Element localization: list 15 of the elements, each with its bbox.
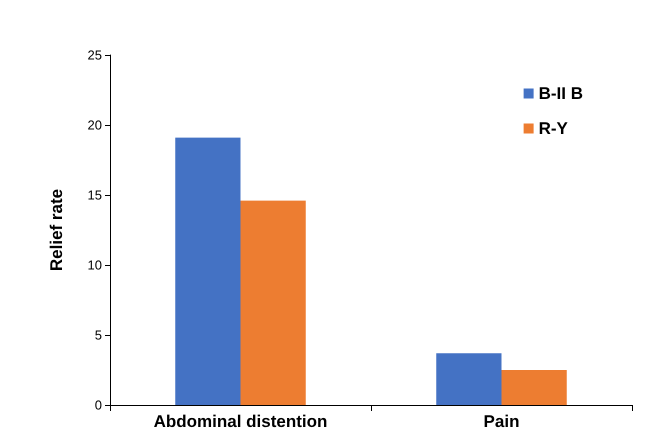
y-tick-label: 25 (88, 48, 102, 62)
x-tick-label: Abdominal distention (154, 412, 328, 431)
y-tick-label: 15 (88, 188, 102, 202)
legend-label: B-II B (538, 84, 584, 103)
y-tick-label: 20 (88, 118, 102, 132)
y-tick-label: 5 (94, 328, 102, 342)
y-tick-label: 10 (88, 258, 102, 272)
y-axis-title: Relief rate (47, 188, 66, 272)
y-tick-label: 0 (94, 398, 102, 412)
bar (502, 370, 567, 405)
bar (175, 138, 240, 405)
bar (240, 200, 306, 405)
legend-label: R-Y (538, 119, 569, 138)
bar (436, 353, 502, 405)
x-tick-label: Pain (484, 412, 520, 431)
